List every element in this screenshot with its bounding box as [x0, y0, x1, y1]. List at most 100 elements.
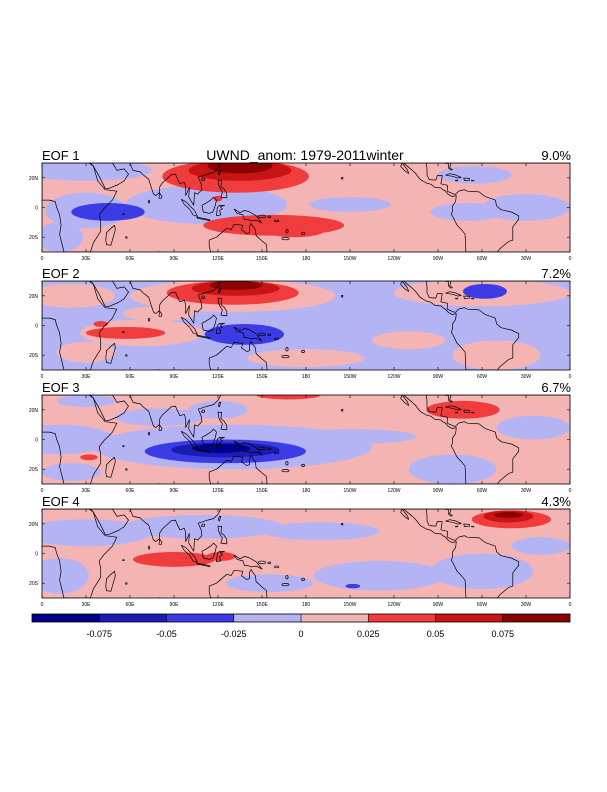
negative-region [188, 400, 248, 419]
colorbar-frame [31, 613, 571, 623]
coastline-cuba [445, 405, 462, 411]
coastline-sulawesi [216, 550, 225, 563]
negative-anomaly [462, 283, 507, 299]
eof-panel-3: EOF 3 6.7% 0 30E 60E 90E 120E 150E 180 150W 120W 90… [29, 380, 572, 494]
coastline-island [257, 332, 267, 337]
colorbar-swatch [166, 614, 234, 622]
coastline-island [125, 236, 128, 239]
panel-variance: 6.7% [541, 380, 571, 395]
coastline-java [196, 334, 211, 339]
coastline-baja [400, 281, 410, 292]
coastline-newguinea [233, 554, 263, 570]
lon-tick-label: 90E [170, 602, 180, 608]
coastline-madagascar [105, 224, 116, 246]
coastline-island [285, 347, 289, 352]
coastline-borneo [201, 542, 217, 560]
lon-tick-label: 180 [302, 488, 311, 494]
negative-region [511, 537, 570, 555]
lon-tick-label: 180 [302, 256, 311, 262]
coastline-island [122, 331, 125, 334]
negative-region [308, 197, 392, 212]
positive-anomaly [213, 195, 223, 202]
negative-region [56, 395, 116, 407]
colorbar-swatch [233, 614, 301, 622]
eof-panels: EOF 1 9.0% 0 30E 60E 90E 120E 150E 180 150W 120W 90… [29, 148, 572, 608]
lon-tick-label: 150W [343, 256, 356, 262]
negative-anomaly [191, 443, 251, 453]
panel-variance: 9.0% [541, 148, 571, 163]
lon-tick-label: 90W [433, 488, 444, 494]
coastline-japan [233, 388, 242, 394]
coastline-island [274, 451, 280, 455]
coastline-island [267, 561, 272, 565]
negative-region [408, 454, 497, 484]
lon-tick-label: 120E [212, 488, 224, 494]
colorbar-swatch [435, 614, 503, 622]
coastline-australia [208, 223, 268, 252]
lon-tick-label: 0 [41, 602, 44, 608]
coastline-island [157, 483, 160, 484]
coastline-arabia [90, 281, 129, 308]
negative-region [42, 463, 101, 482]
lon-tick-label: 150E [256, 374, 268, 380]
coastline-philippines [217, 297, 228, 317]
coastline-sumatra [180, 316, 198, 335]
coastline-srilanka [158, 310, 163, 317]
lon-tick-label: 30E [82, 256, 92, 262]
negative-region [115, 408, 204, 427]
coastline-island [267, 447, 272, 451]
coastline-hainan [200, 295, 206, 299]
positive-anomaly [256, 395, 321, 400]
coastline-island [274, 565, 280, 569]
coastlines [42, 163, 570, 252]
coastline-madagascar [105, 570, 116, 592]
coastline-borneo [201, 196, 217, 214]
anomaly-field [42, 388, 570, 484]
lon-tick-label: 120E [212, 256, 224, 262]
lat-tick-label: 20S [29, 235, 39, 241]
lon-tick-label: 120E [212, 602, 224, 608]
panel-label: EOF 4 [42, 494, 80, 509]
coastline-island [147, 431, 151, 436]
lon-tick-label: 90E [170, 374, 180, 380]
lon-tick-label: 60E [126, 602, 136, 608]
negative-anomaly [204, 324, 284, 345]
negative-region [284, 429, 416, 444]
coastline-india [129, 281, 222, 324]
coastline-sulawesi [216, 204, 225, 217]
lon-tick-label: 90W [433, 374, 444, 380]
lat-tick-label: 20N [29, 522, 39, 528]
coastline-australia [208, 569, 268, 598]
lon-tick-label: 90W [433, 602, 444, 608]
coastline-philippines [217, 411, 228, 431]
positive-anomaly [132, 552, 216, 567]
colorbar-label: 0.025 [357, 629, 380, 639]
coastline-baja [400, 395, 410, 406]
coastline-sulawesi [216, 436, 225, 449]
positive-anomaly [206, 552, 236, 561]
colorbar-label: 0.075 [491, 629, 514, 639]
coastline-americas [403, 509, 570, 598]
coastline-philippines [217, 525, 228, 545]
lon-tick-label: 90E [170, 256, 180, 262]
lon-tick-label: 150E [256, 256, 268, 262]
colorbar-label: -0.075 [86, 629, 112, 639]
lon-tick-label: 60E [126, 374, 136, 380]
negative-region [42, 222, 84, 252]
lon-tick-label: 60E [126, 488, 136, 494]
positive-anomaly [86, 326, 166, 339]
coastline-island [301, 463, 305, 467]
lon-tick-label: 30W [521, 488, 532, 494]
coastline-japan [233, 274, 242, 280]
coastline-island [147, 545, 151, 550]
coastline-borneo [201, 428, 217, 446]
coastline-island [257, 214, 267, 219]
anomaly-field [42, 163, 570, 252]
coastline-americas [403, 281, 570, 370]
lon-tick-label: 0 [569, 488, 572, 494]
coastline-island [285, 229, 289, 234]
coastline-island [281, 583, 290, 587]
coastline-hispaniola [463, 295, 470, 299]
colorbar-label: 0.05 [427, 629, 445, 639]
